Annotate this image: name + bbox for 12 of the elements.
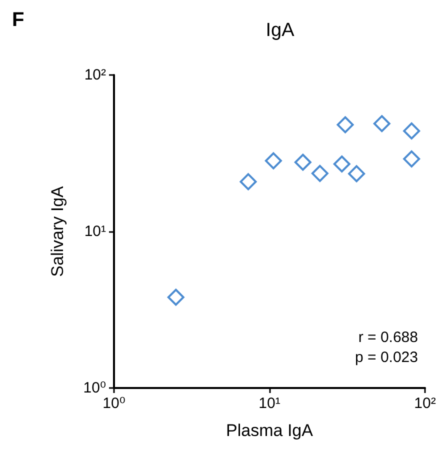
- chart-title: IgA: [266, 20, 295, 41]
- y-axis-title: Salivary IgA: [48, 185, 67, 277]
- text: F: [12, 9, 24, 31]
- y-tick-label: 10²: [84, 66, 106, 84]
- x-axis-title: Plasma IgA: [226, 421, 314, 440]
- y-tick-label: 10¹: [84, 223, 106, 240]
- annotation: r = 0.688: [358, 329, 418, 346]
- x-tick-label: 10²: [414, 395, 436, 412]
- y-tick-label: 10⁰: [83, 380, 106, 396]
- x-tick-label: 10⁰: [102, 395, 126, 412]
- x-tick-label: 10¹: [258, 395, 280, 412]
- annotation: p = 0.023: [355, 349, 418, 366]
